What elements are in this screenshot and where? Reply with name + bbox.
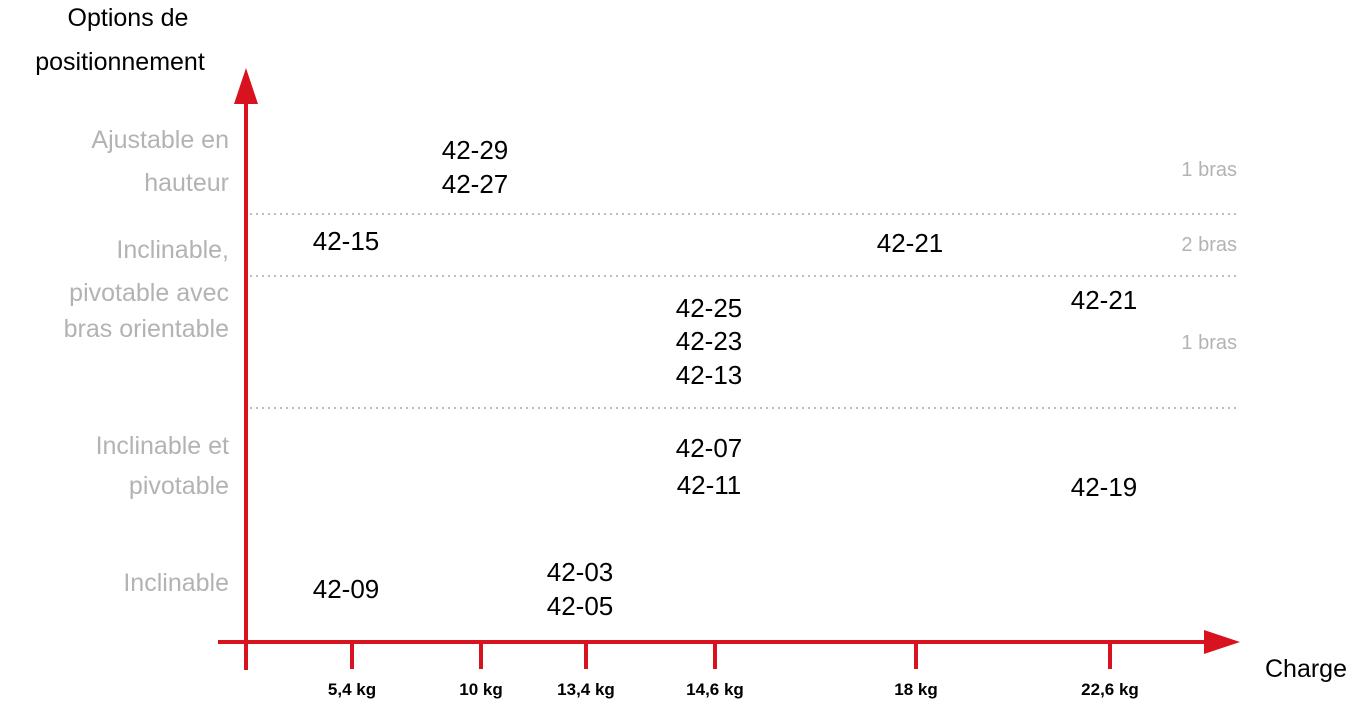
model-label: 42-21 [1071, 285, 1138, 315]
model-label: 42-13 [676, 360, 743, 390]
x-tick-label: 22,6 kg [1081, 680, 1139, 699]
x-tick-label: 5,4 kg [328, 680, 376, 699]
model-label: 42-19 [1071, 472, 1138, 502]
x-tick-label: 18 kg [894, 680, 937, 699]
category-label: bras orientable [64, 315, 229, 343]
model-label: 42-11 [677, 470, 742, 500]
x-axis-title: Charge [1265, 655, 1347, 683]
model-label: 42-09 [313, 574, 380, 604]
model-label: 42-07 [676, 433, 743, 463]
y-axis-title-line: Options de [68, 4, 189, 32]
category-label: Inclinable, [116, 236, 229, 264]
model-label: 42-29 [442, 135, 509, 165]
arm-note: 2 bras [1181, 234, 1237, 256]
y-axis-arrow [234, 68, 258, 104]
model-label: 42-25 [676, 293, 743, 323]
x-tick-label: 13,4 kg [557, 680, 615, 699]
model-label: 42-27 [442, 169, 509, 199]
category-label: Inclinable et [96, 432, 229, 460]
y-axis-title-line: positionnement [35, 48, 205, 76]
x-axis-arrow [1204, 630, 1240, 654]
category-label: pivotable [129, 472, 229, 500]
category-label: pivotable avec [69, 279, 229, 307]
category-label: hauteur [144, 169, 229, 197]
x-tick-label: 14,6 kg [686, 680, 744, 699]
arm-note: 1 bras [1181, 332, 1237, 354]
model-label: 42-05 [547, 591, 614, 621]
arm-note: 1 bras [1181, 159, 1237, 181]
model-label: 42-15 [313, 226, 380, 256]
model-label: 42-23 [676, 326, 743, 356]
x-tick-label: 10 kg [459, 680, 502, 699]
model-label: 42-03 [547, 557, 614, 587]
model-label: 42-21 [877, 228, 944, 258]
category-label: Ajustable en [91, 126, 229, 154]
category-label: Inclinable [123, 569, 229, 597]
labels: Options de positionnement Charge Ajustable … [35, 4, 1347, 683]
x-ticks: 5,4 kg 10 kg 13,4 kg 14,6 kg 18 kg 22,6 kg [328, 642, 1139, 699]
